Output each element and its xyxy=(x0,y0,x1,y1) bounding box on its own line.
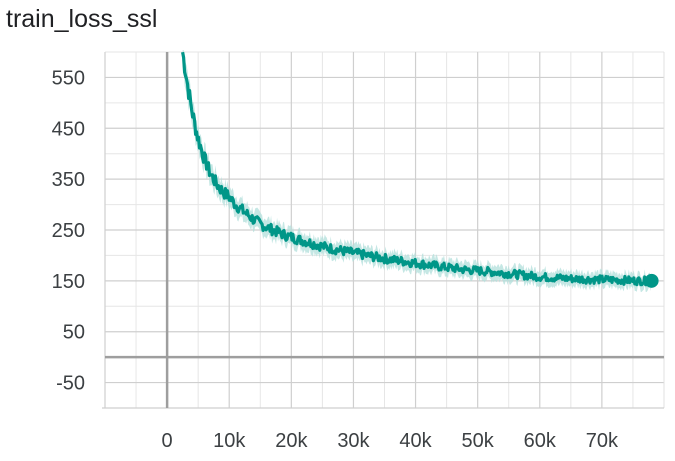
chart-title: train_loss_ssl xyxy=(6,5,158,33)
series-band-area xyxy=(182,50,651,292)
x-tick-label: 70k xyxy=(586,430,619,452)
y-tick-label: 150 xyxy=(52,271,85,293)
y-tick-label: 250 xyxy=(52,220,85,242)
x-tick-label: 20k xyxy=(275,430,308,452)
series-line xyxy=(181,51,653,287)
x-tick-label: 10k xyxy=(213,430,246,452)
grid xyxy=(102,51,665,409)
x-tick-label: 60k xyxy=(524,430,557,452)
series-endpoint-marker xyxy=(644,273,659,288)
x-tick-label: 0 xyxy=(162,430,173,452)
x-tick-label: 40k xyxy=(399,430,432,452)
axes xyxy=(105,52,664,408)
x-tick-label: 50k xyxy=(462,430,495,452)
y-tick-label: 450 xyxy=(52,118,85,140)
series-line-group xyxy=(181,51,659,288)
x-tick-label: 30k xyxy=(337,430,370,452)
y-tick-label: 50 xyxy=(63,322,85,344)
y-tick-label: 550 xyxy=(52,67,85,89)
tick-labels: -50 50 150 250 350 450 550 0 10k 20k 30k 40k 50k 60k 7… xyxy=(52,67,619,452)
series-band xyxy=(182,50,651,292)
y-tick-label: -50 xyxy=(56,373,85,395)
y-tick-label: 350 xyxy=(52,169,85,191)
